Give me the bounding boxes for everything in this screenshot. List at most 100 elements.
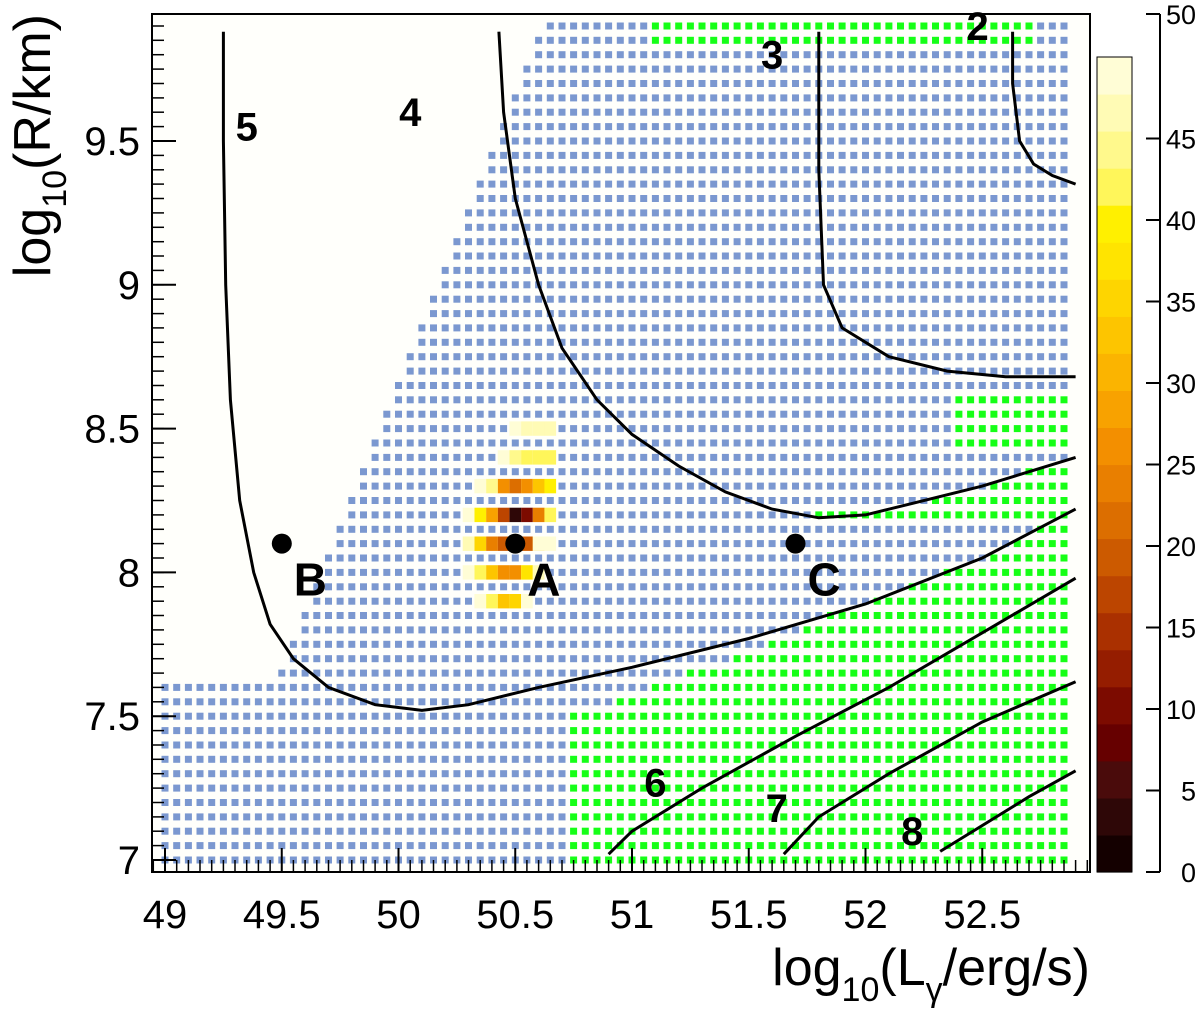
blue-marker [313,813,321,821]
blue-marker [500,223,508,231]
colorbar-segment [1097,316,1132,354]
blue-marker [395,683,402,691]
blue-marker [395,540,402,548]
blue-marker [581,683,589,691]
blue-marker [756,367,764,375]
blue-marker [768,180,776,188]
blue-marker [453,727,461,735]
blue-marker [686,310,694,318]
green-marker [873,683,881,691]
green-marker [967,410,975,418]
blue-marker [266,683,274,691]
blue-marker [593,223,601,231]
blue-marker [698,425,706,433]
blue-marker [955,554,963,562]
blue-marker [792,281,799,289]
colorbar-segment [1097,797,1132,836]
green-marker [745,698,753,706]
green-marker [780,842,788,850]
blue-marker [593,482,601,490]
blue-marker [955,295,963,303]
blue-marker [430,770,437,778]
blue-marker [593,382,601,389]
green-marker [1013,482,1021,490]
green-marker [721,784,729,792]
blue-marker [827,123,834,131]
blue-marker [465,310,472,318]
blue-marker [558,396,566,404]
green-marker [838,813,846,821]
green-marker [1013,22,1021,30]
blue-marker [219,784,227,792]
green-marker [1048,583,1056,591]
blue-marker [850,353,858,361]
blue-marker [371,655,379,663]
blue-marker [908,151,916,159]
green-marker [978,597,986,605]
blue-marker [161,799,169,806]
blue-marker [663,497,671,504]
blue-marker [827,525,834,533]
blue-marker [395,712,402,720]
blue-marker [850,295,858,303]
green-marker [605,741,613,749]
x-tick-label: 49.5 [243,893,321,937]
green-marker [873,842,881,850]
blue-marker [1037,453,1045,461]
blue-marker [908,281,916,289]
blue-marker [663,382,671,389]
blue-marker [803,396,811,404]
blue-marker [593,453,601,461]
green-marker [1025,612,1033,619]
blue-marker [651,166,659,174]
green-marker [792,36,799,44]
green-marker [827,813,834,821]
blue-marker [266,727,274,735]
blue-marker [348,640,356,648]
blue-marker [780,497,788,504]
blue-marker [465,266,472,274]
blue-marker [465,223,472,231]
blue-marker [885,180,893,188]
green-marker [686,842,694,850]
blue-marker [430,842,437,850]
green-marker [1025,669,1033,677]
green-marker [686,741,694,749]
blue-marker [640,123,648,131]
green-marker [1013,568,1021,576]
green-marker [955,612,963,619]
blue-marker [698,151,706,159]
blue-marker [967,195,975,202]
blue-marker [756,151,764,159]
blue-marker [792,123,799,131]
blue-marker [955,123,963,131]
blue-marker [955,180,963,188]
green-marker [850,813,858,821]
blue-marker [838,425,846,433]
blue-marker [453,655,461,663]
green-marker [838,784,846,792]
blue-marker [523,367,531,375]
blue-marker [815,497,823,504]
blue-marker [406,468,414,476]
blue-marker [640,482,648,490]
blue-markers [161,22,1068,864]
blue-marker [616,482,624,490]
blue-marker [721,338,729,346]
blue-marker [371,554,379,562]
blue-marker [873,123,881,131]
green-marker [815,755,823,763]
blue-marker [640,94,648,102]
green-marker [675,36,683,44]
green-marker [1048,741,1056,749]
blue-marker [336,799,344,806]
blue-marker [990,252,998,260]
blue-marker [827,568,834,576]
green-marker [827,784,834,792]
blue-marker [1013,51,1021,59]
green-marker [1037,842,1045,850]
blue-marker [511,655,519,663]
blue-marker [1002,353,1010,361]
blue-marker [395,568,402,576]
blue-marker [651,597,659,605]
